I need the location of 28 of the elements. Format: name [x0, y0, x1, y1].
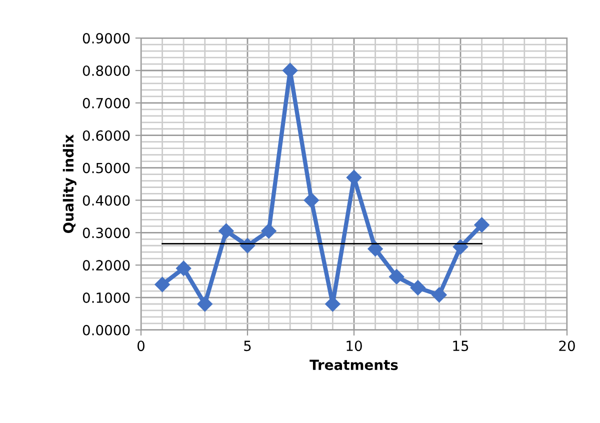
- point: [474, 217, 490, 232]
- x-axis-title: Treatments: [310, 360, 398, 370]
- y-tick-label: 0.5000: [82, 162, 130, 174]
- y-tick-label: 0.3000: [82, 228, 130, 238]
- point: [410, 280, 426, 296]
- x-tick-label: 0: [137, 340, 144, 352]
- x-tick-label: 10: [346, 340, 362, 352]
- x-tick-label: 15: [453, 340, 468, 352]
- y-tick-label: 0.9000: [82, 33, 130, 44]
- y-tick-label: 0.8000: [82, 65, 130, 76]
- x-tick-label: 5: [244, 340, 251, 352]
- point: [389, 269, 404, 284]
- point: [432, 287, 447, 302]
- point: [218, 223, 234, 239]
- y-tick-label: 0.6000: [82, 130, 130, 141]
- y-tick-label: 0.4000: [82, 195, 130, 206]
- x-tick-label: 20: [559, 340, 575, 352]
- point: [261, 223, 276, 239]
- point: [176, 260, 192, 276]
- point: [368, 241, 383, 256]
- y-tick-label: 0.2000: [82, 260, 130, 271]
- y-tick-label: 0.0000: [82, 324, 130, 336]
- y-tick-label: 0.7000: [82, 98, 130, 108]
- point: [154, 276, 170, 292]
- y-tick-label: 0.1000: [82, 292, 130, 303]
- point: [304, 192, 319, 208]
- y-axis-title: Quality indix: [62, 134, 76, 234]
- point: [197, 296, 212, 312]
